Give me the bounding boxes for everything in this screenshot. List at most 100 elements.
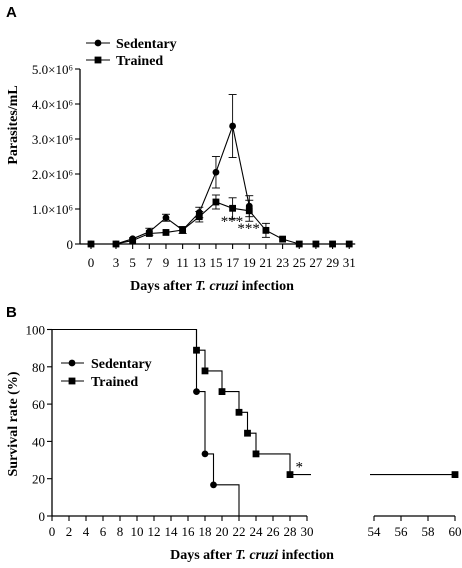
panel-b-y-axis-label: Survival rate (%) (6, 371, 21, 476)
panel-a-x-tick-label: 25 (293, 255, 306, 270)
panel-b-y-tick-label: 40 (32, 434, 45, 449)
panel-b-legend-trained-marker (68, 377, 76, 385)
panel-a-x-tick-label: 7 (146, 255, 153, 270)
panel-a-legend-sedentary-label: Sedentary (116, 37, 177, 52)
panel-a-x-tick-label: 17 (226, 255, 240, 270)
panel-a-axes: 0 1.0×10⁶ 2.0×10⁶ 3.0×10⁶ 4.0×10⁶ 5.0×10⁶ 0 3 5 7… (32, 62, 356, 270)
panel-a-significance-label: *** (237, 221, 260, 237)
panel-a-y-tick-label: 2.0×10⁶ (32, 167, 73, 182)
panel-a-x-tick-label: 15 (209, 255, 222, 270)
panel-b-x-tick-label: 8 (117, 524, 124, 539)
panel-b: B Survival rate (%) Days after T. cruzi … (6, 304, 462, 563)
panel-a-x-tick-label: 3 (113, 255, 120, 270)
panel-a-trained-point (295, 240, 303, 248)
panel-a-legend: Sedentary Trained (86, 37, 177, 69)
panel-a-trained-point (212, 198, 220, 206)
panel-b-x-tick-label: 6 (100, 524, 107, 539)
panel-a-legend-trained-label: Trained (116, 54, 163, 69)
panel-a-x-tick-label: 0 (88, 255, 95, 270)
panel-b-x-tick-label: 58 (422, 524, 435, 539)
panel-b-label: B (6, 304, 17, 321)
panel-a-y-axis-label: Parasites/mL (6, 85, 21, 164)
panel-b-x-tick-label: 12 (148, 524, 161, 539)
panel-a-trained-point (312, 240, 320, 248)
panel-b-x-tick-label: 14 (165, 524, 179, 539)
panel-b-trained-point (193, 346, 200, 354)
panel-b-y-tick-label: 60 (32, 397, 45, 412)
panel-a-legend-trained-marker (94, 56, 102, 64)
panel-a-trained-point (279, 235, 286, 243)
panel-b-x-tick-label: 2 (66, 524, 73, 539)
panel-a-x-tick-label: 31 (343, 255, 356, 270)
panel-b-sedentary-point (210, 481, 217, 489)
panel-a-legend-sedentary-marker (94, 39, 102, 47)
panel-a-trained-line (91, 201, 350, 245)
panel-a-x-tick-label: 5 (129, 255, 136, 270)
panel-a-trained-point (245, 207, 253, 215)
panel-b-x-tick-label: 26 (267, 524, 281, 539)
panel-a-y-tick-label: 1.0×10⁶ (32, 202, 73, 217)
panel-a-y-tick-label: 0 (67, 237, 74, 252)
panel-a-trained-point (329, 240, 336, 248)
panel-a-trained-point (112, 240, 120, 248)
panel-b-y-tick-label: 100 (26, 323, 46, 338)
panel-a-trained-point (195, 213, 203, 221)
panel-b-trained-point (451, 471, 459, 478)
panel-b-trained-point (252, 450, 260, 458)
panel-a-trained-point (145, 230, 153, 237)
panel-a-x-tick-label: 21 (259, 255, 272, 270)
panel-a-x-tick-label: 19 (243, 255, 256, 270)
panel-b-trained-point (244, 429, 251, 437)
panel-b-significance-label: * (296, 460, 304, 476)
panel-b-x-tick-label: 18 (199, 524, 212, 539)
panel-a-y-tick-label: 5.0×10⁶ (32, 62, 73, 77)
panel-a-trained-point (162, 229, 170, 236)
panel-a-sedentary-line (91, 124, 250, 245)
panel-a-y-tick-label: 3.0×10⁶ (32, 132, 73, 147)
panel-b-sedentary-point (193, 388, 200, 396)
panel-b-trained-point (286, 471, 294, 478)
panel-a-trained-point (345, 240, 353, 248)
panel-a-x-axis-label: Days after T. cruzi infection (130, 279, 294, 294)
panel-a-sedentary-point (212, 168, 220, 176)
panel-b-x-tick-label: 60 (449, 524, 462, 539)
panel-b-trained-point (218, 388, 226, 396)
panel-a-trained-point (229, 204, 237, 212)
panel-b-x-tick-label: 56 (395, 524, 409, 539)
panel-a-x-tick-label: 9 (163, 255, 170, 270)
panel-a-x-tick-label: 29 (326, 255, 339, 270)
panel-a-x-tick-label: 13 (193, 255, 206, 270)
panel-b-legend: Sedentary Trained (61, 357, 152, 390)
panel-b-y-tick-label: 0 (39, 509, 46, 524)
panel-b-x-tick-label: 54 (368, 524, 382, 539)
panel-b-x-tick-label: 16 (182, 524, 196, 539)
panel-b-y-tick-label: 80 (32, 360, 45, 375)
panel-b-x-tick-label: 22 (233, 524, 246, 539)
panel-b-data: * (52, 328, 459, 516)
panel-a-x-tick-label: 27 (309, 255, 323, 270)
panel-b-x-tick-label: 24 (250, 524, 264, 539)
panel-a-label: A (6, 4, 17, 21)
panel-b-x-tick-label: 20 (216, 524, 229, 539)
panel-a-trained-point (87, 240, 95, 248)
panel-b-x-tick-label: 4 (83, 524, 90, 539)
panel-b-trained-point (235, 408, 243, 416)
panel-b-legend-sedentary-marker (68, 359, 76, 367)
panel-a-sedentary-point (229, 122, 237, 130)
panel-b-x-tick-label: 30 (301, 524, 314, 539)
panel-b-trained-curve (52, 328, 455, 476)
panel-b-y-tick-label: 20 (32, 472, 45, 487)
panel-a-sedentary-point (162, 214, 170, 222)
panel-b-trained-point (201, 367, 209, 375)
panel-a-trained-point (262, 226, 270, 234)
panel-b-x-axis-label: Days after T. cruzi infection (170, 548, 334, 563)
panel-a-significance-label: *** (221, 214, 244, 230)
panel-a-trained-point (179, 226, 187, 234)
panel-a: A Parasites/mL Days after T. cruzi infec… (6, 4, 356, 294)
panel-b-x-tick-label: 10 (131, 524, 144, 539)
panel-b-sedentary-point (201, 450, 209, 458)
panel-a-data: ****** (87, 94, 353, 248)
panel-a-trained-point (129, 237, 137, 244)
